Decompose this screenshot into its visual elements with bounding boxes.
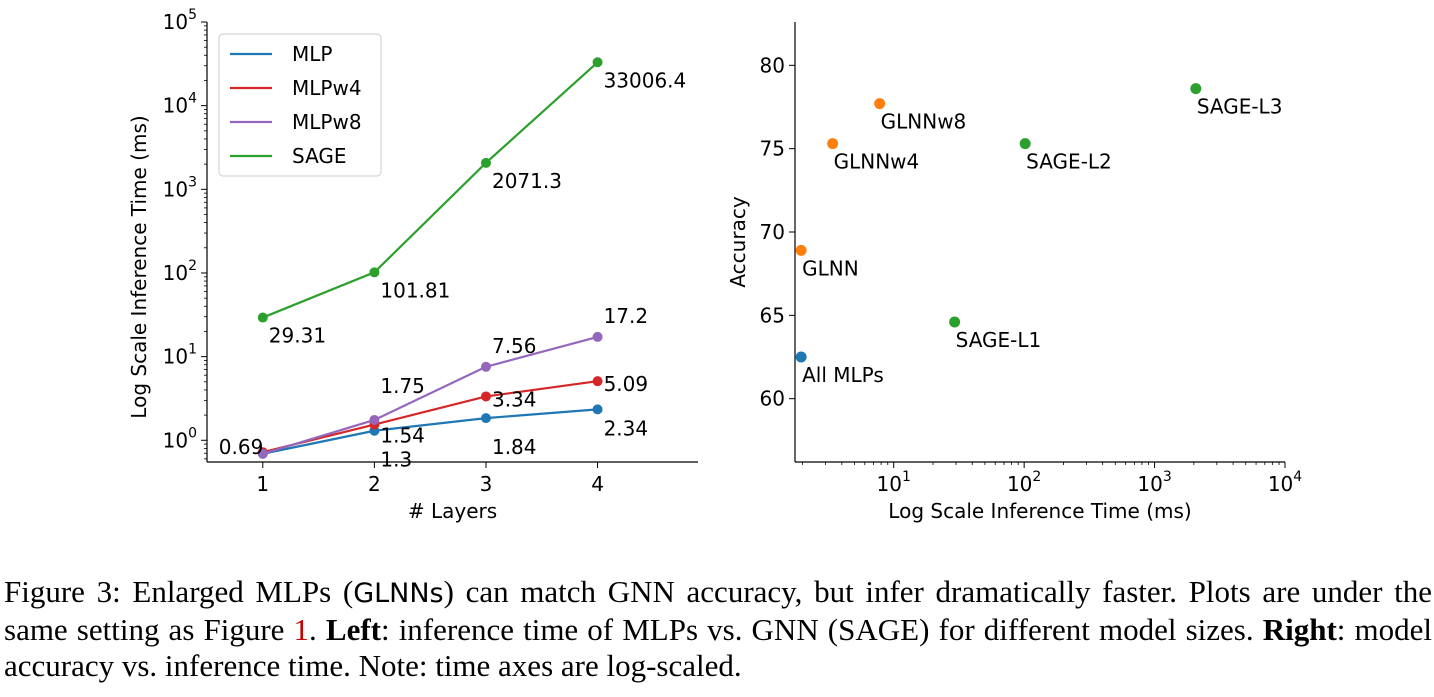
data-point-mlpw8 (480, 361, 491, 372)
y-tick-label: 103 (163, 174, 197, 201)
scatter-point (949, 316, 961, 328)
point-label: SAGE-L1 (956, 328, 1042, 352)
point-label: SAGE-L2 (1026, 150, 1112, 174)
series-line-mlpw8 (262, 335, 598, 455)
x-axis-title: # Layers (408, 499, 497, 523)
x-axis-title: Log Scale Inference Time (ms) (888, 499, 1191, 523)
y-tick-label: 100 (163, 425, 197, 452)
data-point-mlpw4 (480, 391, 491, 402)
data-label: 33006.4 (604, 68, 687, 92)
scatter-point (795, 244, 807, 256)
x-tick-label: 4 (591, 472, 604, 496)
legend: MLP MLPw4 MLPw8 SAGE (218, 33, 382, 177)
data-point-mlpw8 (369, 414, 380, 425)
data-label: 0.69 (219, 435, 264, 459)
x-tick-label: 1 (256, 472, 269, 496)
data-point-mlpw8 (592, 331, 603, 342)
y-tick-label: 102 (163, 258, 197, 285)
scatter-point (827, 138, 839, 150)
caption-text: : inference time of MLPs vs. GNN (SAGE) … (380, 612, 1263, 647)
data-point-mlpw4 (592, 376, 603, 387)
scatter-point (1019, 138, 1031, 150)
data-label: 2.34 (604, 416, 649, 440)
data-label: 29.31 (269, 324, 326, 348)
caption-text: ) can match GNN accuracy, but infer dram… (4, 574, 1432, 647)
caption-text: : model accuracy vs. inference time. Not… (4, 612, 1432, 683)
data-label: 3.34 (492, 387, 537, 411)
x-tick-label: 103 (1137, 469, 1171, 496)
scatter-point (874, 98, 886, 110)
x-tick-label: 101 (877, 469, 911, 496)
data-label: 17.2 (604, 304, 649, 328)
figure-reference-link[interactable]: 1 (293, 612, 310, 647)
caption-text: . (309, 612, 326, 647)
legend-label: MLPw8 (292, 110, 362, 134)
y-tick-label: 75 (760, 137, 785, 161)
y-axis-title: Accuracy (726, 196, 750, 287)
data-label: 1.54 (380, 424, 425, 448)
y-tick-label: 60 (760, 387, 785, 411)
figure: 100 101 102 103 104 105 1 2 3 4 # Layers Log Scale … (127, 7, 1302, 523)
series-line-sage (262, 61, 599, 319)
left-chart-inference-time: 100 101 102 103 104 105 1 2 3 4 # Layers Log Scale … (127, 7, 698, 523)
caption-right-label: Right (1262, 612, 1337, 647)
series-line-mlp (262, 408, 598, 455)
point-label: GLNN (802, 256, 859, 280)
figure-caption: Figure 3: Enlarged MLPs (GLNNs) can matc… (4, 574, 1432, 684)
data-point-sage (257, 312, 268, 323)
point-label: GLNNw8 (881, 110, 967, 134)
legend-label: MLPw4 (292, 76, 362, 100)
data-point-mlpw8 (257, 448, 268, 459)
x-tick-label: 2 (368, 472, 381, 496)
data-label: 2071.3 (492, 169, 562, 193)
y-tick-label: 80 (760, 53, 785, 77)
right-chart-accuracy: 60 65 70 75 80 101 102 103 104 Log Scale Inferenc… (726, 22, 1302, 523)
caption-glnn-term: GLNNs (353, 578, 444, 609)
point-label: All MLPs (802, 363, 884, 387)
y-tick-label: 104 (163, 91, 197, 118)
scatter-point (795, 351, 807, 363)
data-label: 1.75 (380, 374, 425, 398)
data-label: 101.81 (380, 278, 450, 302)
data-point-sage (369, 267, 380, 278)
scatter-point (1190, 83, 1202, 95)
y-tick-label: 101 (163, 342, 197, 369)
data-point-mlp (592, 404, 603, 415)
caption-left-label: Left (325, 612, 381, 647)
data-label: 7.56 (492, 334, 537, 358)
data-label: 5.09 (604, 372, 649, 396)
point-label: SAGE-L3 (1197, 95, 1283, 119)
x-tick-label: 3 (480, 472, 493, 496)
x-tick-label: 104 (1268, 469, 1302, 496)
y-tick-label: 105 (163, 7, 197, 34)
legend-label: MLP (292, 42, 332, 66)
data-label: 1.84 (492, 435, 537, 459)
caption-text: Figure 3: Enlarged MLPs ( (4, 574, 354, 609)
data-point-mlp (480, 413, 491, 424)
x-tick-label: 102 (1007, 469, 1041, 496)
legend-label: SAGE (292, 144, 347, 168)
data-label: 1.3 (380, 448, 412, 472)
data-point-sage (592, 57, 603, 68)
y-tick-label: 65 (760, 303, 785, 327)
y-tick-label: 70 (760, 220, 785, 244)
y-axis-title: Log Scale Inference Time (ms) (127, 115, 151, 418)
point-label: GLNNw4 (834, 150, 920, 174)
series-line-mlpw4 (262, 380, 598, 454)
legend-box (218, 33, 382, 177)
data-point-sage (480, 157, 491, 168)
